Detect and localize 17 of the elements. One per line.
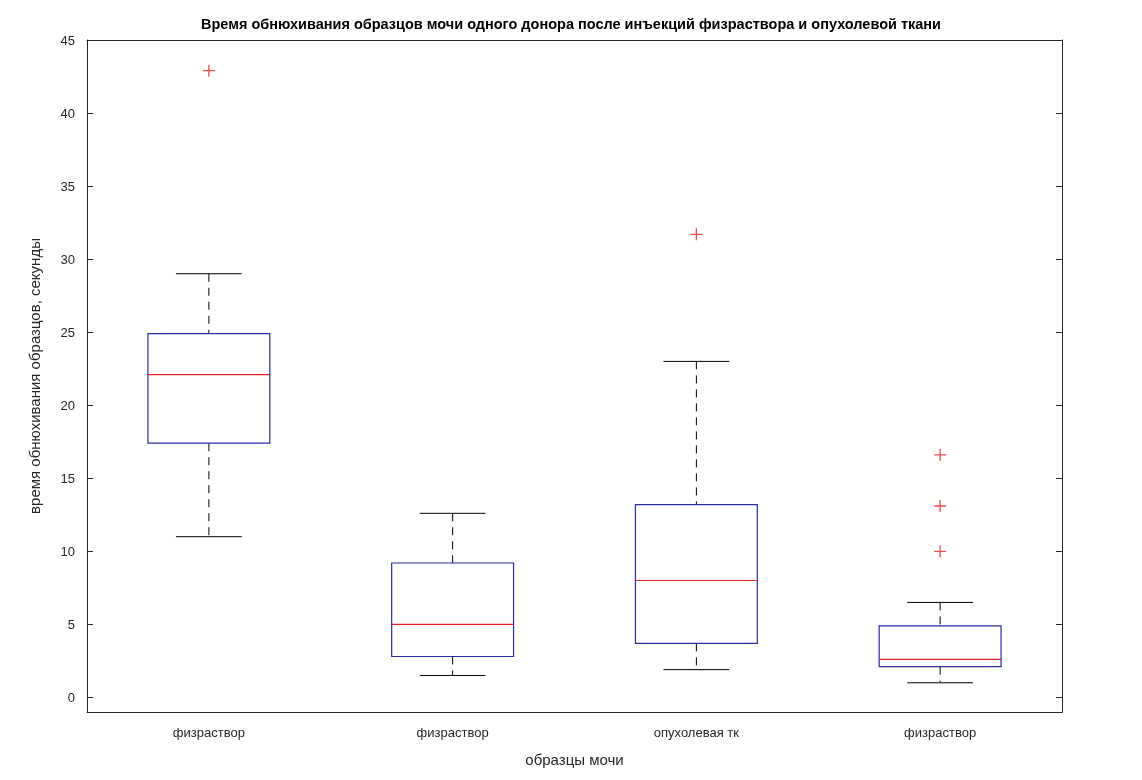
y-tick-label: 30 bbox=[60, 251, 75, 267]
y-axis-title: время обнюхивания образцов, секунды bbox=[26, 238, 43, 514]
y-tick-label: 15 bbox=[60, 470, 75, 486]
y-tick-label: 40 bbox=[60, 105, 75, 121]
y-tick-label: 35 bbox=[60, 178, 75, 194]
x-tick-label: физраствор bbox=[904, 725, 977, 740]
x-tick-label: физраствор bbox=[416, 725, 489, 740]
y-tick-label: 0 bbox=[67, 689, 75, 705]
chart-title: Время обнюхивания образцов мочи одного донора после инъекций физраствора и опухолевой ткани bbox=[200, 15, 942, 32]
y-tick-label: 45 bbox=[60, 32, 75, 48]
y-tick-label: 20 bbox=[60, 397, 75, 413]
y-tick-label: 5 bbox=[67, 616, 75, 632]
x-tick-label: опухолевая тк bbox=[653, 725, 740, 740]
x-axis-title: образцы мочи bbox=[525, 751, 624, 768]
y-tick-label: 10 bbox=[60, 543, 75, 559]
y-tick-label: 25 bbox=[60, 324, 75, 340]
x-tick-label: физраствор bbox=[172, 725, 245, 740]
